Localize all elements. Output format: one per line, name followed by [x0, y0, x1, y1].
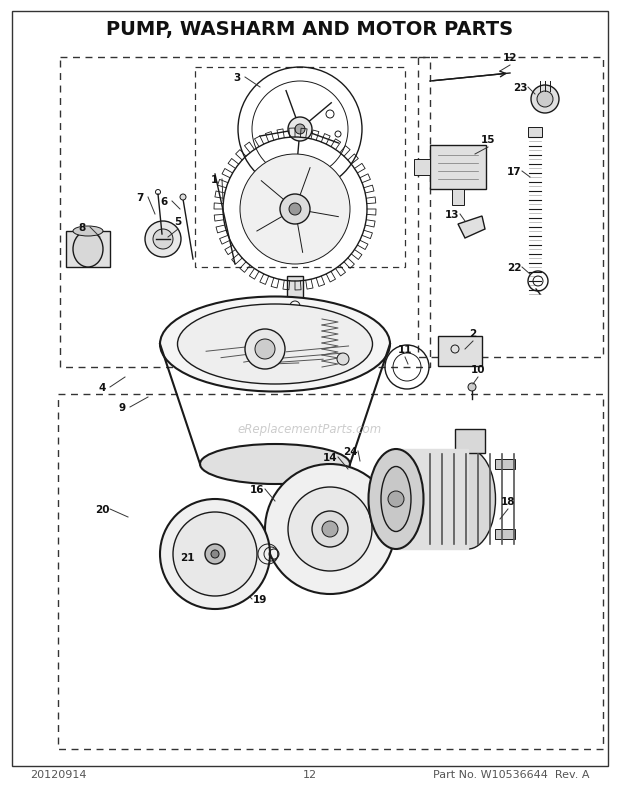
- Circle shape: [153, 229, 173, 249]
- Text: eReplacementParts.com: eReplacementParts.com: [238, 423, 382, 436]
- Circle shape: [280, 195, 310, 225]
- Circle shape: [265, 464, 395, 594]
- Circle shape: [145, 221, 181, 257]
- Ellipse shape: [368, 449, 423, 549]
- Text: 6: 6: [161, 196, 167, 207]
- Text: Part No. W10536644  Rev. A: Part No. W10536644 Rev. A: [433, 769, 590, 779]
- Circle shape: [531, 86, 559, 114]
- Ellipse shape: [381, 467, 411, 532]
- Bar: [58, 395, 603, 749]
- Circle shape: [211, 550, 219, 558]
- Text: PUMP, WASHARM AND MOTOR PARTS: PUMP, WASHARM AND MOTOR PARTS: [107, 21, 513, 39]
- Ellipse shape: [440, 449, 495, 549]
- Bar: [495, 460, 515, 469]
- Bar: [438, 337, 482, 367]
- Text: 10: 10: [471, 365, 485, 375]
- Text: 4: 4: [99, 383, 105, 392]
- Text: 3: 3: [233, 73, 241, 83]
- Circle shape: [537, 92, 553, 107]
- Bar: [495, 529, 515, 539]
- Text: 20120914: 20120914: [30, 769, 87, 779]
- Text: 12: 12: [503, 53, 517, 63]
- Ellipse shape: [73, 227, 103, 237]
- Bar: [195, 68, 405, 268]
- Text: 17: 17: [507, 167, 521, 176]
- Bar: [418, 58, 603, 358]
- Text: 9: 9: [118, 403, 126, 412]
- Circle shape: [180, 195, 186, 200]
- Ellipse shape: [73, 232, 103, 268]
- Circle shape: [255, 339, 275, 359]
- Text: 7: 7: [136, 192, 144, 203]
- Polygon shape: [396, 449, 468, 549]
- Text: 18: 18: [501, 496, 515, 506]
- Circle shape: [289, 204, 301, 216]
- Bar: [414, 160, 430, 176]
- Ellipse shape: [160, 297, 390, 392]
- Circle shape: [468, 383, 476, 391]
- Text: 20: 20: [95, 504, 109, 514]
- Ellipse shape: [200, 444, 350, 484]
- Text: 14: 14: [322, 452, 337, 463]
- Polygon shape: [458, 217, 485, 239]
- Text: 22: 22: [507, 263, 521, 273]
- Text: 12: 12: [303, 769, 317, 779]
- Text: 11: 11: [398, 345, 412, 354]
- Circle shape: [173, 512, 257, 596]
- Circle shape: [337, 354, 349, 366]
- Circle shape: [288, 488, 372, 571]
- Circle shape: [240, 155, 350, 265]
- Text: 8: 8: [78, 223, 86, 233]
- Text: 15: 15: [480, 135, 495, 145]
- Bar: [528, 128, 542, 138]
- Circle shape: [322, 521, 338, 537]
- Bar: [452, 190, 464, 206]
- Text: 16: 16: [250, 484, 264, 494]
- Text: 19: 19: [253, 594, 267, 604]
- Text: 23: 23: [513, 83, 527, 93]
- Circle shape: [388, 492, 404, 508]
- Text: 21: 21: [180, 553, 194, 562]
- Circle shape: [288, 118, 312, 142]
- Circle shape: [160, 500, 270, 610]
- Bar: [287, 277, 303, 312]
- Circle shape: [245, 330, 285, 370]
- Circle shape: [295, 125, 305, 135]
- Text: 1: 1: [210, 175, 218, 184]
- Bar: [66, 232, 110, 268]
- Text: 13: 13: [445, 210, 459, 220]
- Bar: [455, 429, 485, 453]
- Text: 5: 5: [174, 217, 182, 227]
- Bar: [430, 146, 486, 190]
- Bar: [60, 58, 430, 367]
- Circle shape: [205, 545, 225, 565]
- Ellipse shape: [177, 305, 373, 384]
- Text: 24: 24: [343, 447, 357, 456]
- Circle shape: [312, 512, 348, 547]
- Text: 2: 2: [469, 329, 477, 338]
